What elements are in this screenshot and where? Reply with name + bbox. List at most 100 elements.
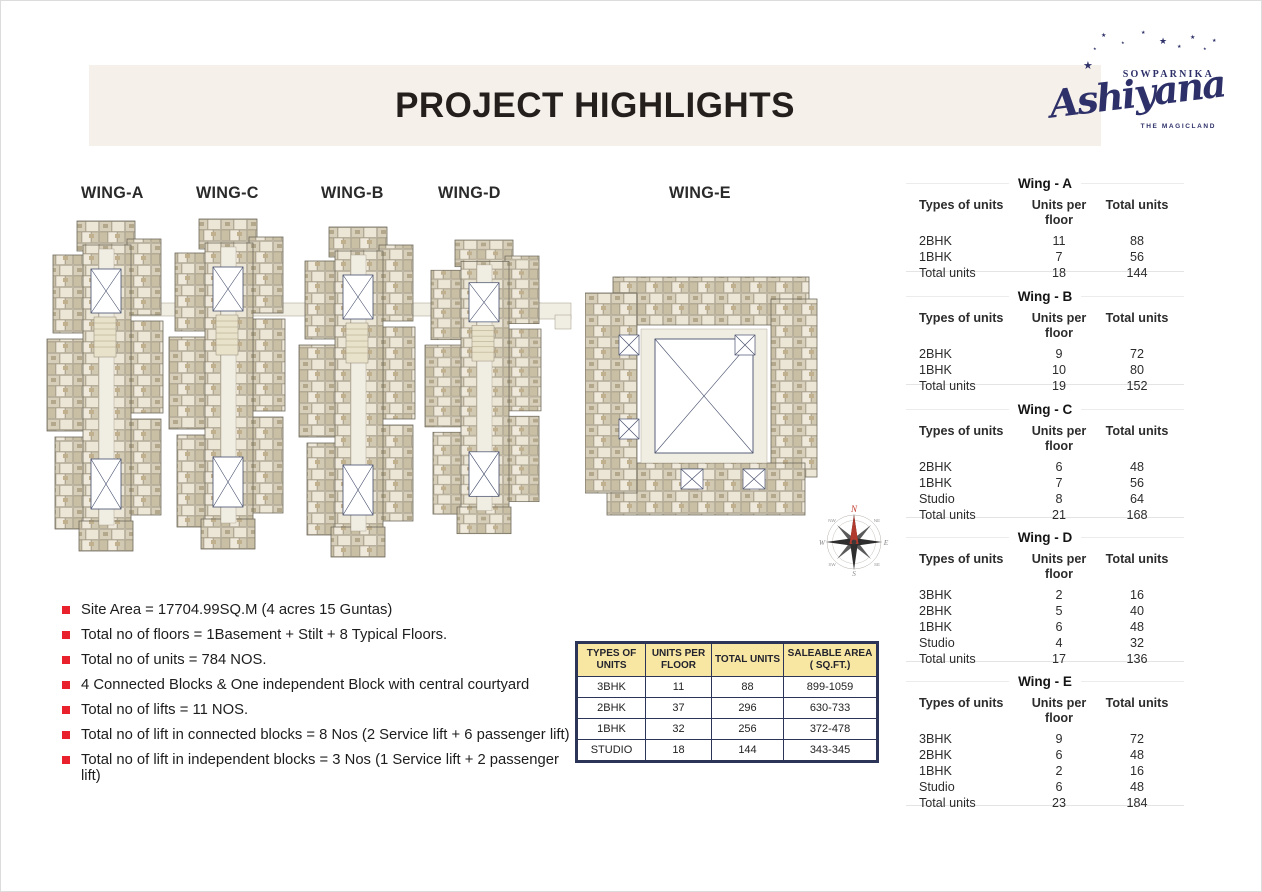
highlight-text: Total no of floors = 1Basement + Stilt +… <box>81 627 448 643</box>
table-row: 2BHK 6 48 <box>906 747 1184 763</box>
wing-e-label: WING-E <box>669 183 731 202</box>
logo-tagline-text: THE MAGICLAND <box>1140 123 1216 130</box>
wing-a-table: Wing - A Types of units Units per floor … <box>906 171 1184 280</box>
cell: 6 <box>1055 780 1063 794</box>
column-header: TOTAL UNITS <box>711 642 784 677</box>
cell: 6 <box>1055 748 1063 762</box>
column-header: Total units <box>1105 424 1169 438</box>
table-row: Studio 4 32 <box>906 635 1184 651</box>
cell: 899-1059 <box>783 676 878 698</box>
title-rule <box>906 296 1009 297</box>
cell: 2BHK <box>919 604 952 618</box>
cell: Studio <box>919 780 955 794</box>
column-header: Units per floor <box>1031 198 1087 227</box>
cell: Total units <box>919 379 976 393</box>
bullet-icon <box>62 706 70 714</box>
wing-title-row: Wing - B <box>906 289 1184 304</box>
cell: 40 <box>1129 604 1144 618</box>
cell: 37 <box>645 697 712 719</box>
cell: 16 <box>1129 588 1144 602</box>
wing-d-table: Wing - D Types of units Units per floor … <box>906 525 1184 666</box>
title-rule <box>1081 409 1184 410</box>
wing-table-header: Types of units Units per floor Total uni… <box>906 552 1184 582</box>
wing-title-row: Wing - D <box>906 530 1184 545</box>
logo-name-text: Ashiyana <box>1046 60 1227 127</box>
wing-e-title: Wing - E <box>1018 674 1072 689</box>
compass-nw-label: NW <box>828 518 836 523</box>
cell: 11 <box>1052 234 1066 248</box>
cell: 1BHK <box>919 764 952 778</box>
table-row: 3BHK 9 72 <box>906 731 1184 747</box>
wing-c-plan <box>168 218 286 550</box>
cell: 2BHK <box>919 460 952 474</box>
table-row: 2BHK 6 48 <box>906 459 1184 475</box>
cell: 1BHK <box>919 363 952 377</box>
highlight-text: Site Area = 17704.99SQ.M (4 acres 15 Gun… <box>81 602 393 618</box>
compass-ne-label: NE <box>874 518 880 523</box>
title-rule <box>906 409 1009 410</box>
table-row: 1BHK 7 56 <box>906 475 1184 491</box>
cell: 5 <box>1055 604 1063 618</box>
brand-logo: ★ ★ ★ ★ ★ ★ ★ ★ ★ ★ SOWPARNIKA Ashiyana … <box>1046 30 1227 139</box>
cell: 2BHK <box>576 697 646 719</box>
cell: 256 <box>711 718 784 740</box>
cell: 3BHK <box>576 676 646 698</box>
star-icon: ★ <box>1190 35 1196 41</box>
cell: 144 <box>1126 266 1148 280</box>
cell: Total units <box>919 652 976 666</box>
table-row: 3BHK 11 88 899-1059 <box>576 676 878 698</box>
cell: 1BHK <box>919 250 952 264</box>
table-row: 2BHK 5 40 <box>906 603 1184 619</box>
unit-summary-table: TYPES OF UNITS UNITS PER FLOOR TOTAL UNI… <box>575 641 879 763</box>
cell: Total units <box>919 266 976 280</box>
table-row: 1BHK 6 48 <box>906 619 1184 635</box>
wing-table-header: Types of units Units per floor Total uni… <box>906 696 1184 726</box>
bullet-icon <box>62 631 70 639</box>
wing-table-header: Types of units Units per floor Total uni… <box>906 424 1184 454</box>
wing-table-header: Types of units Units per floor Total uni… <box>906 198 1184 228</box>
cell: 3BHK <box>919 732 952 746</box>
title-rule <box>1081 296 1184 297</box>
cell: 630-733 <box>783 697 878 719</box>
cell: Studio <box>919 636 955 650</box>
cell: 56 <box>1129 476 1144 490</box>
column-header: Types of units <box>919 552 1004 566</box>
column-header: Total units <box>1105 552 1169 566</box>
highlight-text: Total no of lifts = 11 NOS. <box>81 702 249 718</box>
connected-wings-floorplan <box>46 218 572 558</box>
highlight-text: Total no of lift in connected blocks = 8… <box>81 727 570 743</box>
column-header: Types of units <box>919 424 1004 438</box>
link-corridor-step <box>554 314 572 330</box>
highlight-item: Total no of units = 784 NOS. <box>62 652 582 668</box>
compass-w-label: W <box>819 538 826 547</box>
table-row: 3BHK 2 16 <box>906 587 1184 603</box>
column-header: Total units <box>1105 198 1169 212</box>
wing-b-title: Wing - B <box>1017 289 1073 304</box>
cell: 48 <box>1129 780 1144 794</box>
cell: 11 <box>645 676 712 698</box>
table-row: Total units 17 136 <box>906 651 1184 667</box>
logo-brand-text: SOWPARNIKA <box>1122 69 1214 80</box>
page-header: PROJECT HIGHLIGHTS <box>89 65 1101 146</box>
cell: 1BHK <box>919 476 952 490</box>
star-icon: ★ <box>1159 36 1168 46</box>
column-header: Total units <box>1105 696 1169 710</box>
wing-c-label: WING-C <box>196 183 259 202</box>
table-row: 1BHK 32 256 372-478 <box>576 718 878 740</box>
bullet-icon <box>62 681 70 689</box>
cell: 88 <box>711 676 784 698</box>
bullet-icon <box>62 606 70 614</box>
cell: Studio <box>919 492 955 506</box>
star-icon: ★ <box>1141 30 1146 36</box>
wing-title-row: Wing - E <box>906 674 1184 689</box>
page-title: PROJECT HIGHLIGHTS <box>395 85 795 125</box>
table-row: 1BHK 10 80 <box>906 362 1184 378</box>
cell: 4 <box>1055 636 1063 650</box>
column-header: Units per floor <box>1031 424 1087 453</box>
highlight-item: Total no of lift in independent blocks =… <box>62 752 582 784</box>
wing-c-title: Wing - C <box>1017 402 1073 417</box>
table-row: Total units 18 144 <box>906 265 1184 281</box>
compass-e-label: E <box>883 538 889 547</box>
cell: 144 <box>711 739 784 762</box>
cell: 372-478 <box>783 718 878 740</box>
